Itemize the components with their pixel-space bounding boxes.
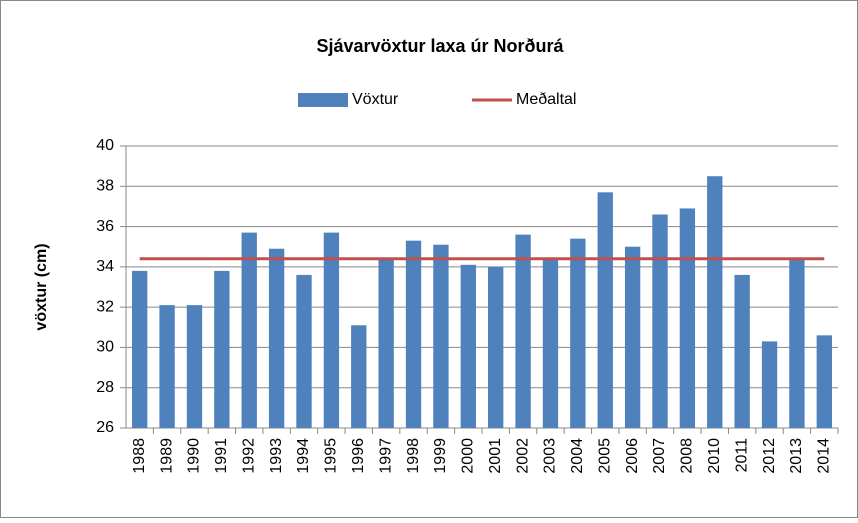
bar bbox=[542, 258, 559, 428]
bar bbox=[405, 240, 422, 428]
bar bbox=[652, 214, 668, 428]
legend-label: Vöxtur bbox=[352, 91, 399, 108]
chart-title: Sjávarvöxtur laxa úr Norðurá bbox=[316, 36, 564, 56]
bar bbox=[296, 274, 312, 428]
x-tick-label: 2010 bbox=[706, 438, 723, 474]
bar bbox=[241, 232, 257, 428]
bar bbox=[816, 335, 832, 428]
x-tick-label: 1994 bbox=[295, 438, 312, 474]
x-tick-label: 2007 bbox=[651, 438, 668, 474]
bar bbox=[460, 264, 476, 428]
bar bbox=[515, 234, 531, 428]
x-tick-label: 1992 bbox=[240, 438, 257, 474]
bar bbox=[734, 274, 750, 428]
bar bbox=[707, 176, 723, 428]
x-tick-label: 2004 bbox=[569, 438, 586, 474]
y-tick-label: 32 bbox=[96, 298, 114, 315]
y-tick-label: 38 bbox=[96, 178, 114, 195]
x-tick-label: 2005 bbox=[596, 438, 613, 474]
x-tick-label: 2000 bbox=[460, 438, 477, 474]
bar bbox=[159, 305, 175, 428]
y-axis-label: vöxtur (cm) bbox=[33, 243, 50, 330]
bar bbox=[378, 258, 394, 428]
bar bbox=[268, 248, 285, 428]
x-tick-label: 1991 bbox=[213, 438, 230, 474]
x-tick-label: 2012 bbox=[761, 438, 778, 474]
legend-label: Meðaltal bbox=[516, 91, 576, 108]
x-tick-label: 1990 bbox=[186, 438, 203, 474]
bar bbox=[597, 192, 613, 428]
bar bbox=[570, 238, 586, 428]
legend-swatch bbox=[298, 93, 348, 107]
bar bbox=[214, 270, 230, 428]
y-tick-label: 26 bbox=[96, 419, 114, 436]
x-tick-label: 2003 bbox=[542, 438, 559, 474]
y-tick-label: 40 bbox=[96, 137, 114, 154]
x-tick-label: 2014 bbox=[816, 438, 833, 474]
x-tick-label: 2013 bbox=[788, 438, 805, 474]
x-tick-label: 1995 bbox=[323, 438, 340, 474]
y-tick-label: 30 bbox=[96, 339, 114, 356]
x-tick-label: 2011 bbox=[733, 438, 750, 473]
bar bbox=[186, 305, 203, 428]
x-tick-label: 1997 bbox=[377, 438, 394, 474]
x-tick-label: 1998 bbox=[405, 438, 422, 474]
x-tick-label: 1996 bbox=[350, 438, 367, 474]
bar bbox=[132, 270, 148, 428]
x-tick-label: 1989 bbox=[158, 438, 175, 474]
x-tick-label: 2008 bbox=[679, 438, 696, 474]
bar bbox=[323, 232, 340, 428]
y-tick-label: 36 bbox=[96, 218, 114, 235]
bar bbox=[789, 258, 805, 428]
y-tick-label: 34 bbox=[96, 258, 114, 275]
x-tick-label: 2001 bbox=[487, 438, 504, 474]
bar bbox=[624, 246, 641, 428]
bar bbox=[761, 341, 778, 428]
bar bbox=[433, 244, 449, 428]
x-tick-label: 1993 bbox=[268, 438, 285, 474]
x-tick-label: 1988 bbox=[131, 438, 148, 474]
x-tick-label: 2006 bbox=[624, 438, 641, 474]
bar bbox=[351, 325, 367, 428]
bar bbox=[488, 266, 504, 428]
x-tick-label: 1999 bbox=[432, 438, 449, 474]
bar bbox=[679, 208, 696, 428]
y-tick-label: 28 bbox=[96, 379, 114, 396]
x-tick-label: 2002 bbox=[514, 438, 531, 474]
